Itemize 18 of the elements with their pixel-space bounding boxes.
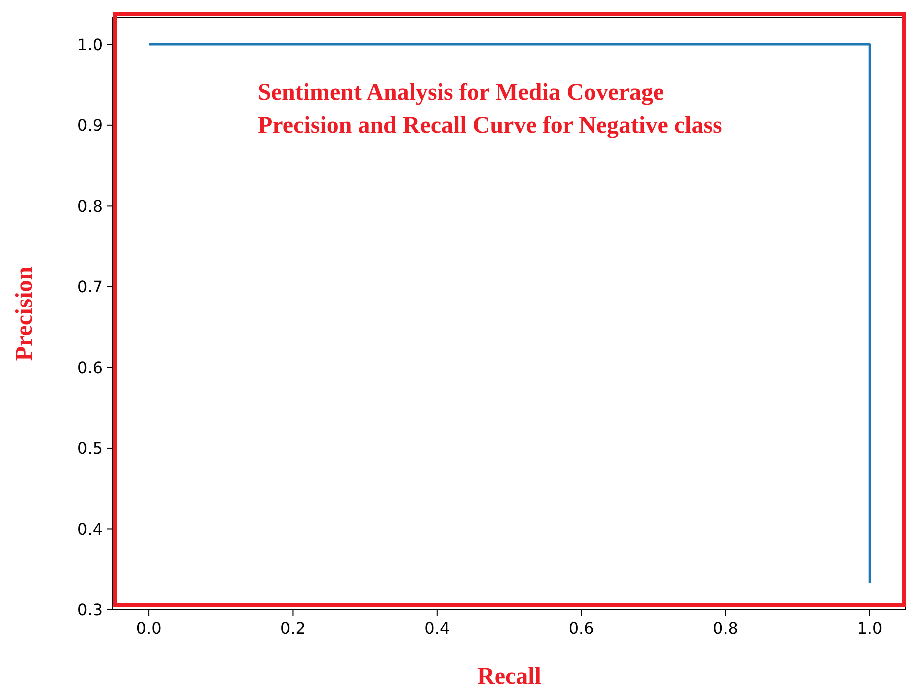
y-tick-label: 0.8 [78,196,103,216]
x-tick-label: 1.0 [857,619,883,638]
y-tick-label: 0.6 [78,358,103,378]
y-tick-label: 0.9 [78,116,103,136]
x-tick-label: 0.4 [424,619,450,638]
x-tick-label: 0.0 [136,619,162,638]
y-axis-title: Precision [12,266,38,362]
y-tick-label: 0.3 [78,600,103,620]
x-tick-label: 0.6 [568,619,594,638]
text: Precision and Recall Curve for Negative class [258,113,722,139]
x-tick-label: 0.2 [280,619,306,638]
y-tick-label: 0.4 [78,520,103,539]
y-tick-label: 0.5 [78,439,103,458]
y-tick-label: 1.0 [78,35,103,54]
x-axis-title: Recall [478,664,542,690]
x-tick-label: 0.8 [713,619,738,638]
y-tick-label: 0.7 [78,278,103,297]
text: Sentiment Analysis for Media Coverage [258,80,665,106]
